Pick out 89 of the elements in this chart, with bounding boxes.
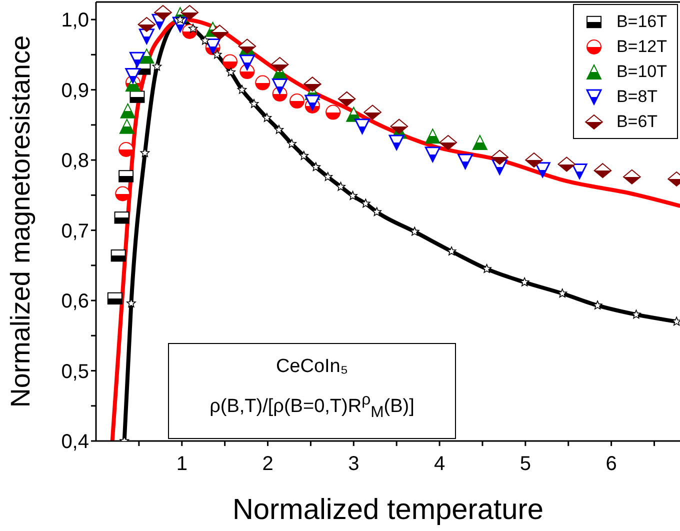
x-tick-label: 6 (606, 453, 617, 476)
y-axis-title: Normalized magnetoresistance (6, 35, 36, 408)
point (249, 98, 259, 108)
x-tick-label: 4 (434, 453, 446, 476)
y-tick-label: 0,7 (61, 220, 89, 242)
point (558, 156, 576, 172)
point (139, 48, 154, 64)
point (336, 182, 346, 191)
point (210, 24, 229, 40)
point (274, 124, 284, 134)
annotation-box: CeCoIn₅ ρ(B,T)/[ρ(B=0,T)R$^{ρ}$$_{M}$(B)] (168, 343, 456, 440)
point (255, 75, 270, 90)
point (140, 148, 150, 158)
point (364, 104, 382, 120)
point (272, 78, 288, 94)
point (592, 300, 602, 310)
point (118, 170, 134, 182)
point (262, 112, 272, 122)
point (270, 57, 289, 72)
point (482, 264, 492, 273)
point (594, 163, 612, 178)
point (354, 118, 370, 134)
point (304, 94, 320, 110)
legend-label: B=12T (616, 36, 667, 56)
point (525, 152, 543, 168)
point (390, 118, 408, 134)
point (520, 277, 530, 286)
point (623, 169, 641, 184)
legend-label: B=8T (616, 86, 658, 106)
point (115, 186, 130, 202)
point (372, 207, 382, 216)
x-tick-label: 2 (262, 453, 274, 476)
point (180, 5, 199, 20)
legend-label: B=6T (616, 112, 658, 132)
point (572, 164, 588, 180)
point (138, 28, 154, 44)
point (458, 154, 474, 170)
y-tick-label: 0,8 (61, 150, 89, 172)
point (152, 62, 162, 71)
point (348, 190, 358, 200)
point (388, 134, 404, 150)
point (120, 103, 136, 118)
point (287, 138, 296, 148)
point (410, 226, 420, 236)
y-tick-label: 0,4 (61, 431, 89, 454)
point (338, 91, 356, 106)
point (239, 54, 255, 70)
point (424, 146, 440, 162)
point (118, 142, 134, 158)
point (289, 94, 304, 109)
point (490, 150, 509, 165)
x-tick-label: 5 (520, 453, 531, 476)
point (130, 90, 145, 103)
point (534, 162, 550, 178)
point (222, 54, 238, 70)
point (632, 310, 641, 319)
point (299, 150, 309, 160)
point (110, 249, 126, 262)
point (200, 36, 210, 45)
point (360, 198, 370, 208)
point (154, 5, 172, 20)
point (138, 16, 156, 32)
point (472, 134, 488, 150)
y-tick-label: 1,0 (61, 10, 89, 32)
point (311, 162, 321, 172)
y-tick-label: 0,6 (61, 290, 89, 313)
x-tick-label: 1 (176, 453, 188, 476)
point (304, 76, 322, 92)
legend-label: B=10T (616, 62, 667, 82)
point (114, 212, 130, 224)
x-tick-label: 3 (348, 453, 360, 476)
point (226, 67, 236, 76)
legend-label: B=16T (616, 12, 667, 32)
point (558, 288, 568, 298)
point (125, 68, 141, 84)
annotation: ρ(B,T)/[ρ(B=0,T)R$^{ρ}$$_{M}$(B)] (210, 392, 414, 422)
point (107, 292, 122, 305)
point (119, 118, 134, 134)
y-tick-label: 0,5 (61, 360, 89, 383)
y-tick-label: 0,9 (61, 80, 89, 102)
point (129, 52, 145, 68)
point (425, 128, 440, 144)
point (323, 172, 333, 181)
annotation: CeCoIn₅ (276, 356, 348, 377)
point (237, 84, 247, 94)
point (439, 134, 458, 150)
point (326, 104, 341, 120)
x-axis-title: Normalized temperature (232, 494, 544, 526)
point (446, 246, 456, 256)
